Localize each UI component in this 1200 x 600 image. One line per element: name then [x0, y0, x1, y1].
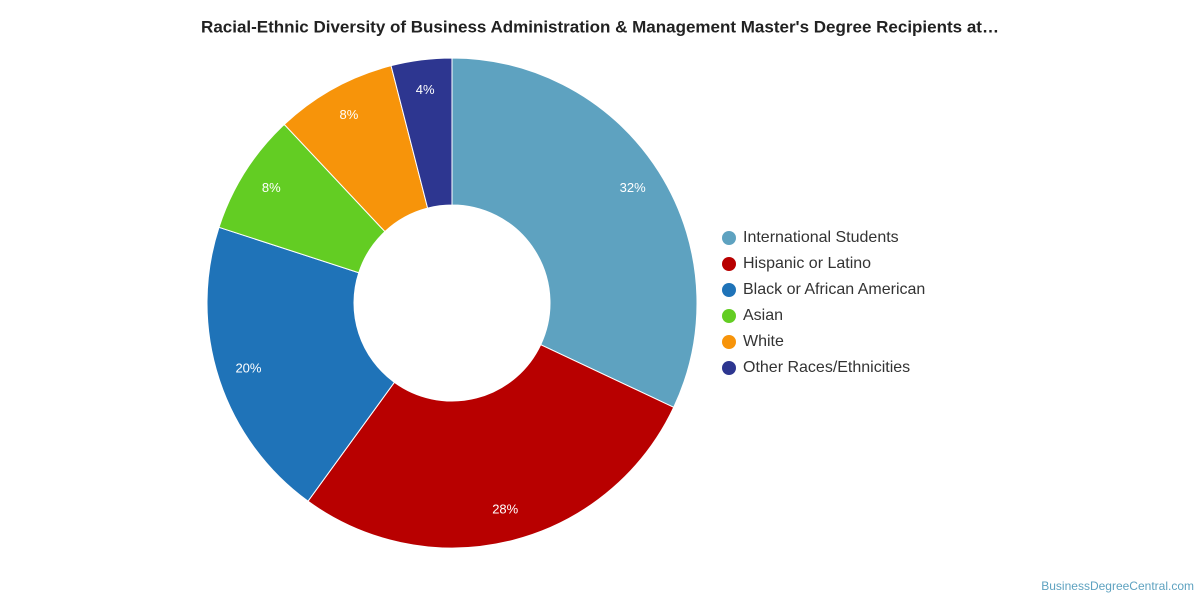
legend-label: International Students: [743, 229, 899, 246]
legend-marker: [722, 335, 736, 349]
slice-label: 28%: [492, 502, 518, 517]
legend-label: Black or African American: [743, 281, 925, 298]
legend-marker: [722, 283, 736, 297]
source-credit: BusinessDegreeCentral.com: [1041, 579, 1194, 593]
donut-slice: [390, 57, 453, 209]
legend-label: Other Races/Ethnicities: [743, 359, 910, 376]
slice-label: 20%: [235, 361, 261, 376]
slice-label: 4%: [416, 82, 435, 97]
legend-label: White: [743, 333, 784, 350]
legend-marker: [722, 309, 736, 323]
legend-label: Hispanic or Latino: [743, 255, 871, 272]
chart-title: Racial-Ethnic Diversity of Business Admi…: [201, 17, 999, 36]
legend-marker: [722, 257, 736, 271]
legend-label: Asian: [743, 307, 783, 324]
slice-label: 8%: [340, 107, 359, 122]
legend-marker: [722, 231, 736, 245]
donut-slice: [307, 344, 675, 549]
legend-marker: [722, 361, 736, 375]
donut-slice: [451, 57, 698, 408]
slice-label: 8%: [262, 180, 281, 195]
donut-slice: [206, 226, 396, 502]
slice-label: 32%: [620, 180, 646, 195]
